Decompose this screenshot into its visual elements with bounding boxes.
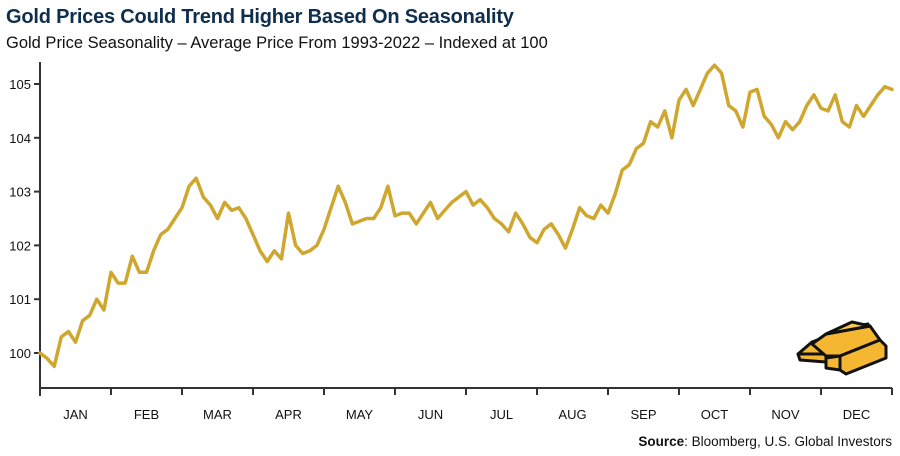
x-tick-label: MAR: [203, 407, 232, 422]
chart-title: Gold Prices Could Trend Higher Based On …: [6, 6, 514, 28]
plot-area: [38, 63, 894, 369]
gold-bars-icon: [796, 320, 888, 376]
y-tick-label: 103: [9, 185, 31, 200]
axes: 100 101 102 103 104 105 JAN FEB MAR APR MAY JUN JUL A…: [9, 62, 893, 422]
x-tick-label: DEC: [843, 407, 870, 422]
x-tick-label: JUL: [490, 407, 513, 422]
y-tick-label: 104: [9, 131, 31, 146]
x-tick-label: OCT: [701, 407, 729, 422]
x-tick-label: AUG: [558, 407, 586, 422]
source-label: Source: [638, 434, 685, 449]
series-line: [38, 63, 894, 369]
y-tick-label: 102: [9, 238, 31, 253]
chart-subtitle: Gold Price Seasonality – Average Price F…: [6, 34, 548, 52]
source-text: : Bloomberg, U.S. Global Investors: [684, 434, 892, 449]
y-tick-label: 105: [9, 77, 31, 92]
y-tick-label: 100: [9, 346, 31, 361]
x-tick-label: SEP: [630, 407, 656, 422]
x-tick-label: JAN: [63, 407, 88, 422]
x-tick-label: MAY: [346, 407, 374, 422]
source-note: Source: Bloomberg, U.S. Global Investors: [638, 434, 892, 449]
x-tick-label: FEB: [134, 407, 159, 422]
x-tick-label: NOV: [771, 407, 800, 422]
y-tick-label: 101: [9, 292, 31, 307]
x-tick-label: JUN: [418, 407, 443, 422]
x-tick-label: APR: [275, 407, 302, 422]
